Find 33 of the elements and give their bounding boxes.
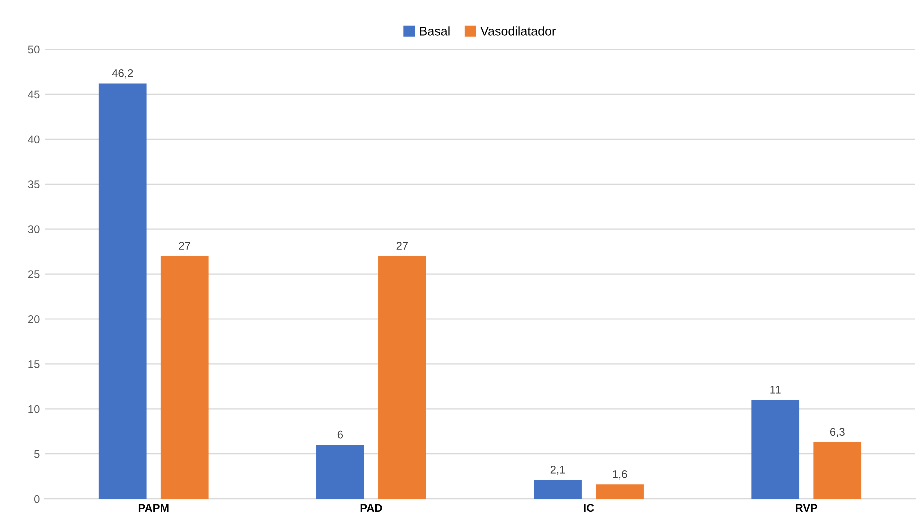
data-label: 27 [396, 242, 408, 250]
data-label: 1,6 [613, 470, 628, 480]
y-tick-label: 10 [28, 405, 40, 414]
y-tick-label: 45 [28, 90, 40, 99]
bar [534, 480, 582, 500]
data-label: 2,1 [550, 466, 566, 476]
x-tick-label: PAD [360, 504, 382, 512]
y-tick-label: 15 [28, 360, 40, 368]
bar [378, 256, 426, 500]
y-tick-label: 30 [28, 226, 40, 234]
y-tick-label: 20 [28, 316, 40, 324]
data-label: 6 [338, 430, 344, 439]
y-tick-label: 50 [28, 46, 40, 54]
data-label: 46,2 [112, 69, 134, 79]
data-label: 6,3 [830, 428, 845, 438]
legend-label: Vasodilatador [480, 26, 556, 36]
bar [596, 484, 644, 500]
y-tick-label: 5 [34, 450, 40, 458]
y-tick-label: 35 [28, 180, 40, 189]
bar [752, 400, 800, 500]
y-tick-label: 25 [28, 270, 40, 278]
legend-label: Basal [420, 26, 450, 36]
data-label: 27 [179, 242, 190, 250]
x-tick-label: IC [584, 504, 594, 512]
bar [316, 445, 364, 500]
data-label: 11 [770, 386, 781, 394]
x-tick-label: RVP [796, 504, 818, 512]
bar [160, 256, 209, 500]
x-tick-label: PAPM [138, 504, 169, 512]
bar [814, 442, 862, 500]
bar [98, 84, 147, 500]
y-tick-label: 40 [28, 136, 40, 144]
y-tick-label: 0 [34, 495, 40, 504]
